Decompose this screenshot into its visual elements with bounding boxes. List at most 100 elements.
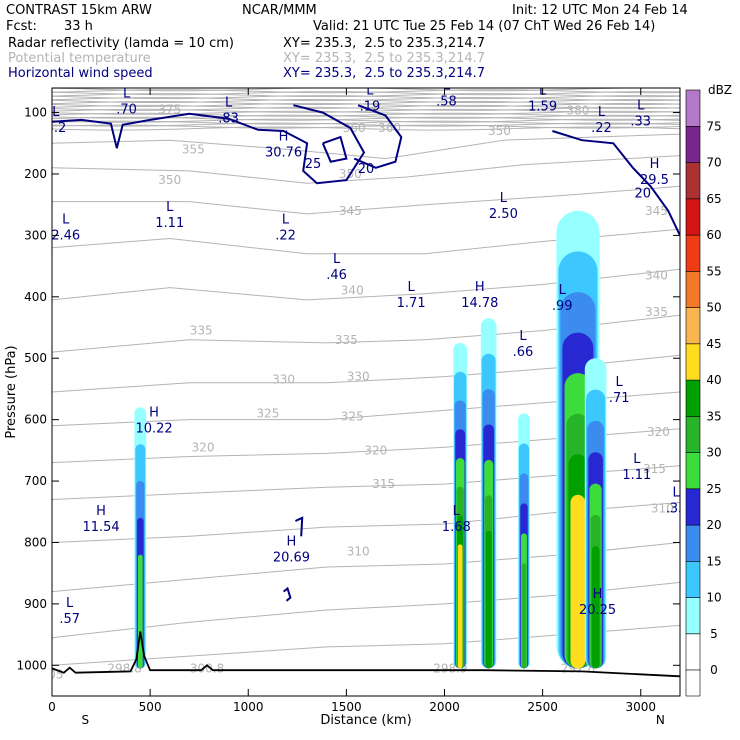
x-tick-label: 0 — [48, 700, 56, 714]
y-tick-label: 700 — [24, 474, 47, 488]
extremum-type: L — [453, 504, 461, 519]
wind-contour — [282, 586, 292, 602]
theta-label: 335 — [335, 333, 358, 347]
colorbar-tick-label: 65 — [706, 192, 721, 206]
extremum-type: H — [149, 406, 159, 421]
y-tick-label: 1000 — [16, 658, 47, 672]
y-tick-label: 200 — [24, 167, 47, 181]
colorbar-tick-label: 45 — [706, 337, 721, 351]
colorbar-swatch — [685, 488, 701, 526]
extremum-type: L — [500, 191, 508, 206]
field-xy-theta: XY= 235.3, 2.5 to 235.3,214.7 — [283, 51, 486, 66]
extremum-type: L — [225, 96, 233, 111]
extremum-value: .35 — [666, 502, 687, 517]
colorbar-tick-label: 70 — [706, 156, 721, 170]
theta-label: 335 — [190, 324, 213, 338]
extremum-value: .58 — [436, 94, 457, 109]
x-tick-label: 3000 — [625, 700, 656, 714]
colorbar-swatch — [685, 162, 701, 200]
theta-label: 320 — [647, 425, 670, 439]
theta-label: 300.8 — [190, 661, 224, 675]
terrain-line — [52, 631, 680, 678]
wind-label: 20 — [634, 186, 651, 201]
theta-label: 325 — [256, 406, 279, 420]
theta-label: 320 — [364, 443, 387, 457]
extremum-type: L — [633, 452, 641, 467]
theta-line — [52, 155, 680, 184]
colorbar: dBZ 0 5 10 15 20 25 30 35 40 45 50 55 60 65 70 75 — [685, 83, 732, 697]
theta-label: 380 — [566, 104, 589, 118]
theta-line — [52, 110, 680, 115]
extremum-value: .19 — [360, 99, 381, 114]
wind-contour — [52, 104, 366, 185]
theta-line — [52, 124, 680, 129]
extremum-value: 14.78 — [461, 296, 498, 311]
extremum-value: 20.25 — [579, 603, 616, 618]
theta-label: 375 — [158, 102, 181, 116]
colorbar-tick-label: 10 — [706, 591, 721, 605]
plot-frame — [51, 87, 681, 697]
colorbar-swatch — [685, 452, 701, 490]
extremum-value: .22 — [275, 228, 296, 243]
theta-line — [52, 118, 680, 123]
init-time: Init: 12 UTC Mon 24 Feb 14 — [512, 3, 688, 18]
field-name-wind: Horizontal wind speed — [8, 66, 153, 81]
theta-label: 310 — [651, 502, 674, 516]
reflectivity-cell — [485, 530, 492, 669]
theta-label: 360 — [378, 121, 401, 135]
y-tick-label: 900 — [24, 597, 47, 611]
colorbar-tick-label: 25 — [706, 482, 721, 496]
extremum-type: H — [475, 280, 485, 295]
extremum-value: .46 — [326, 268, 347, 283]
colorbar-swatch — [685, 633, 701, 671]
x-tick-label: 2500 — [527, 700, 558, 714]
x-tick-label: 1500 — [331, 700, 362, 714]
extremum-type: L — [519, 329, 527, 344]
colorbar-swatch — [685, 343, 701, 381]
theta-label: 340 — [341, 284, 364, 298]
extremum-value: 1.59 — [528, 99, 557, 114]
colorbar-swatch — [685, 415, 701, 453]
colorbar-swatch — [685, 379, 701, 417]
colorbar-tick-label: 60 — [706, 228, 721, 242]
theta-line — [52, 99, 680, 104]
theta-line — [52, 185, 680, 215]
org-label: NCAR/MMM — [242, 3, 317, 18]
extremum-type: H — [287, 535, 297, 550]
theta-label: 315 — [643, 462, 666, 476]
reflectivity-cell — [591, 546, 600, 669]
wind-label: 25 — [305, 157, 322, 172]
theta-label: 330 — [347, 370, 370, 384]
colorbar-tick-label: 55 — [706, 264, 721, 278]
extremum-type: L — [282, 212, 290, 227]
colorbar-swatch — [685, 560, 701, 598]
theta-line — [52, 120, 680, 125]
theta-label: 355 — [182, 142, 205, 156]
extremum-type: L — [559, 283, 567, 298]
field-name-reflectivity: Radar reflectivity (lamda = 10 cm) — [8, 36, 234, 51]
colorbar-swatch — [685, 126, 701, 163]
theta-label: 310 — [347, 545, 370, 559]
theta-line — [52, 95, 680, 100]
extremum-value: .71 — [609, 391, 630, 406]
extremum-type: L — [443, 78, 451, 93]
colorbar-unit: dBZ — [708, 83, 732, 97]
reflectivity-cells — [134, 210, 607, 669]
colorbar-swatch — [685, 597, 701, 635]
extremum-value: 1.11 — [155, 216, 184, 231]
valid-time: Valid: 21 UTC Tue 25 Feb 14 (07 ChT Wed … — [313, 19, 656, 34]
colorbar-swatch — [685, 307, 701, 345]
extremum-type: H — [650, 157, 660, 172]
extremum-value: 11.54 — [82, 520, 119, 535]
reflectivity-cell — [457, 544, 463, 669]
theta-label: 335 — [645, 305, 668, 319]
y-tick-label: 500 — [24, 351, 47, 365]
reflectivity-cell — [138, 554, 143, 669]
colorbar-tick-label: 0 — [710, 663, 718, 677]
extremum-type: L — [166, 200, 174, 215]
y-tick-label: 600 — [24, 413, 47, 427]
x-axis-label: Distance (km) — [320, 713, 411, 728]
colorbar-tick-label: 75 — [706, 119, 721, 133]
